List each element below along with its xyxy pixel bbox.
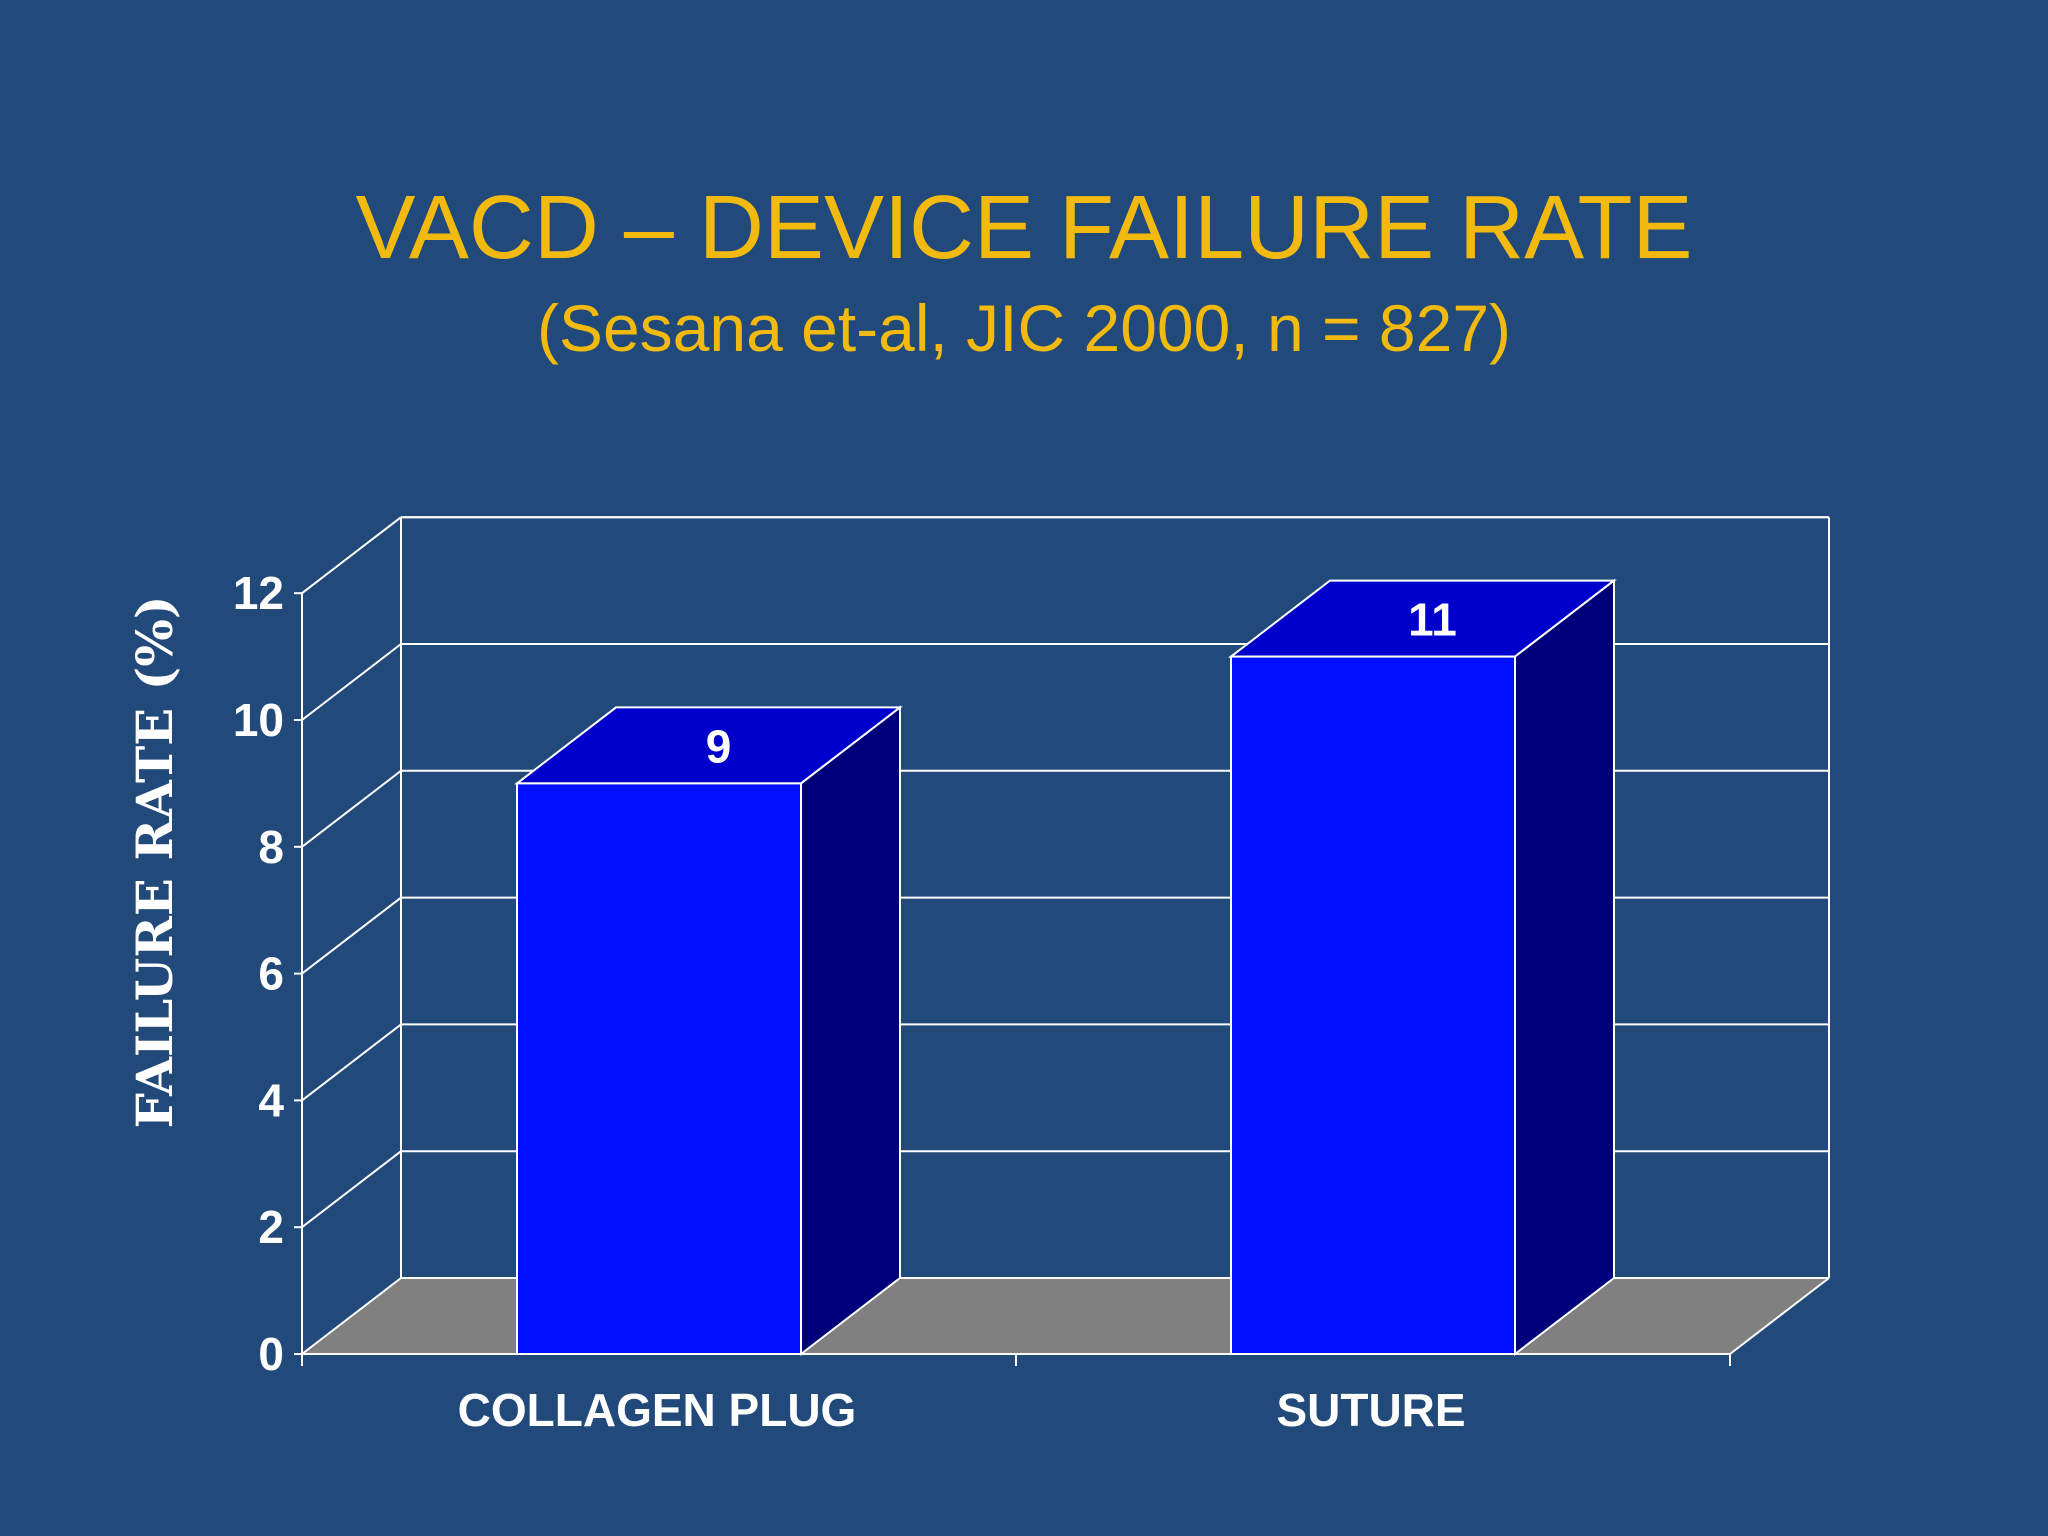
gridline-side [301, 643, 402, 721]
bar-front [1230, 655, 1516, 1355]
slide-title: VACD – DEVICE FAILURE RATE [355, 178, 1693, 278]
gridline-side [301, 1023, 402, 1102]
bar-suture [1228, 578, 1617, 1357]
y-tick-label: 10 [233, 694, 284, 746]
gridline-side [301, 896, 402, 975]
gridline-side [301, 516, 402, 594]
slide-subtitle: (Sesana et-al, JIC 2000, n = 827) [536, 291, 1512, 365]
y-tick-label: 6 [258, 948, 284, 1000]
data-label: 11 [1408, 594, 1457, 646]
floor-right-edge [1729, 1277, 1830, 1355]
gridline-side [301, 1277, 402, 1355]
bar-side [800, 705, 901, 1357]
bar-collagen-plug [514, 705, 903, 1357]
bar-front [516, 782, 802, 1355]
y-axis-title: FAILURE RATE (%) [125, 595, 184, 1128]
y-tick-label: 0 [258, 1328, 284, 1380]
gridline-side [301, 770, 402, 848]
y-tick-label: 4 [258, 1074, 284, 1126]
gridline-side [301, 1150, 402, 1228]
y-tick-label: 12 [233, 567, 284, 619]
category-label: COLLAGEN PLUG [458, 1384, 857, 1436]
y-tick-label: 8 [258, 821, 284, 873]
bar-side [1514, 578, 1615, 1357]
y-tick-label: 2 [258, 1201, 284, 1253]
data-label: 9 [706, 720, 732, 772]
category-label: SUTURE [1276, 1384, 1465, 1436]
